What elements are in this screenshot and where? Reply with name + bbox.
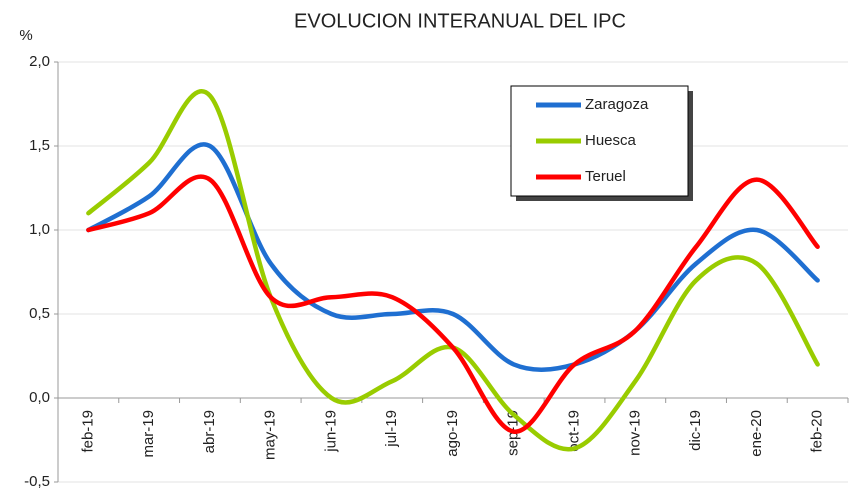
x-tick-label: may-19 xyxy=(262,410,279,460)
y-tick-label: 0,0 xyxy=(29,389,50,406)
x-tick-label: jul-19 xyxy=(383,410,400,448)
series-line xyxy=(86,142,820,372)
legend-label: Teruel xyxy=(585,168,626,185)
legend-label: Huesca xyxy=(585,132,637,149)
x-tick-label: dic-19 xyxy=(687,410,704,451)
x-tick-label: feb-19 xyxy=(79,410,96,453)
y-axis-label: % xyxy=(19,27,32,44)
x-tick-label: mar-19 xyxy=(140,410,157,458)
series-line xyxy=(86,174,820,434)
y-tick-label: 1,0 xyxy=(29,221,50,238)
y-tick-label: 0,5 xyxy=(29,305,50,322)
y-tick-label: -0,5 xyxy=(24,473,50,490)
x-tick-label: abr-19 xyxy=(201,410,218,453)
x-tick-label: jun-19 xyxy=(322,410,339,453)
x-tick-label: ene-20 xyxy=(748,410,765,457)
x-tick-label: feb-20 xyxy=(809,410,826,453)
x-tick-label: ago-19 xyxy=(444,410,461,457)
chart-title: EVOLUCION INTERANUAL DEL IPC xyxy=(294,10,626,32)
y-tick-label: 2,0 xyxy=(29,53,50,70)
series-line xyxy=(86,89,820,452)
x-tick-label: nov-19 xyxy=(626,410,643,456)
legend-label: Zaragoza xyxy=(585,96,649,113)
x-tick-label: oct-19 xyxy=(566,410,583,452)
y-tick-label: 1,5 xyxy=(29,137,50,154)
